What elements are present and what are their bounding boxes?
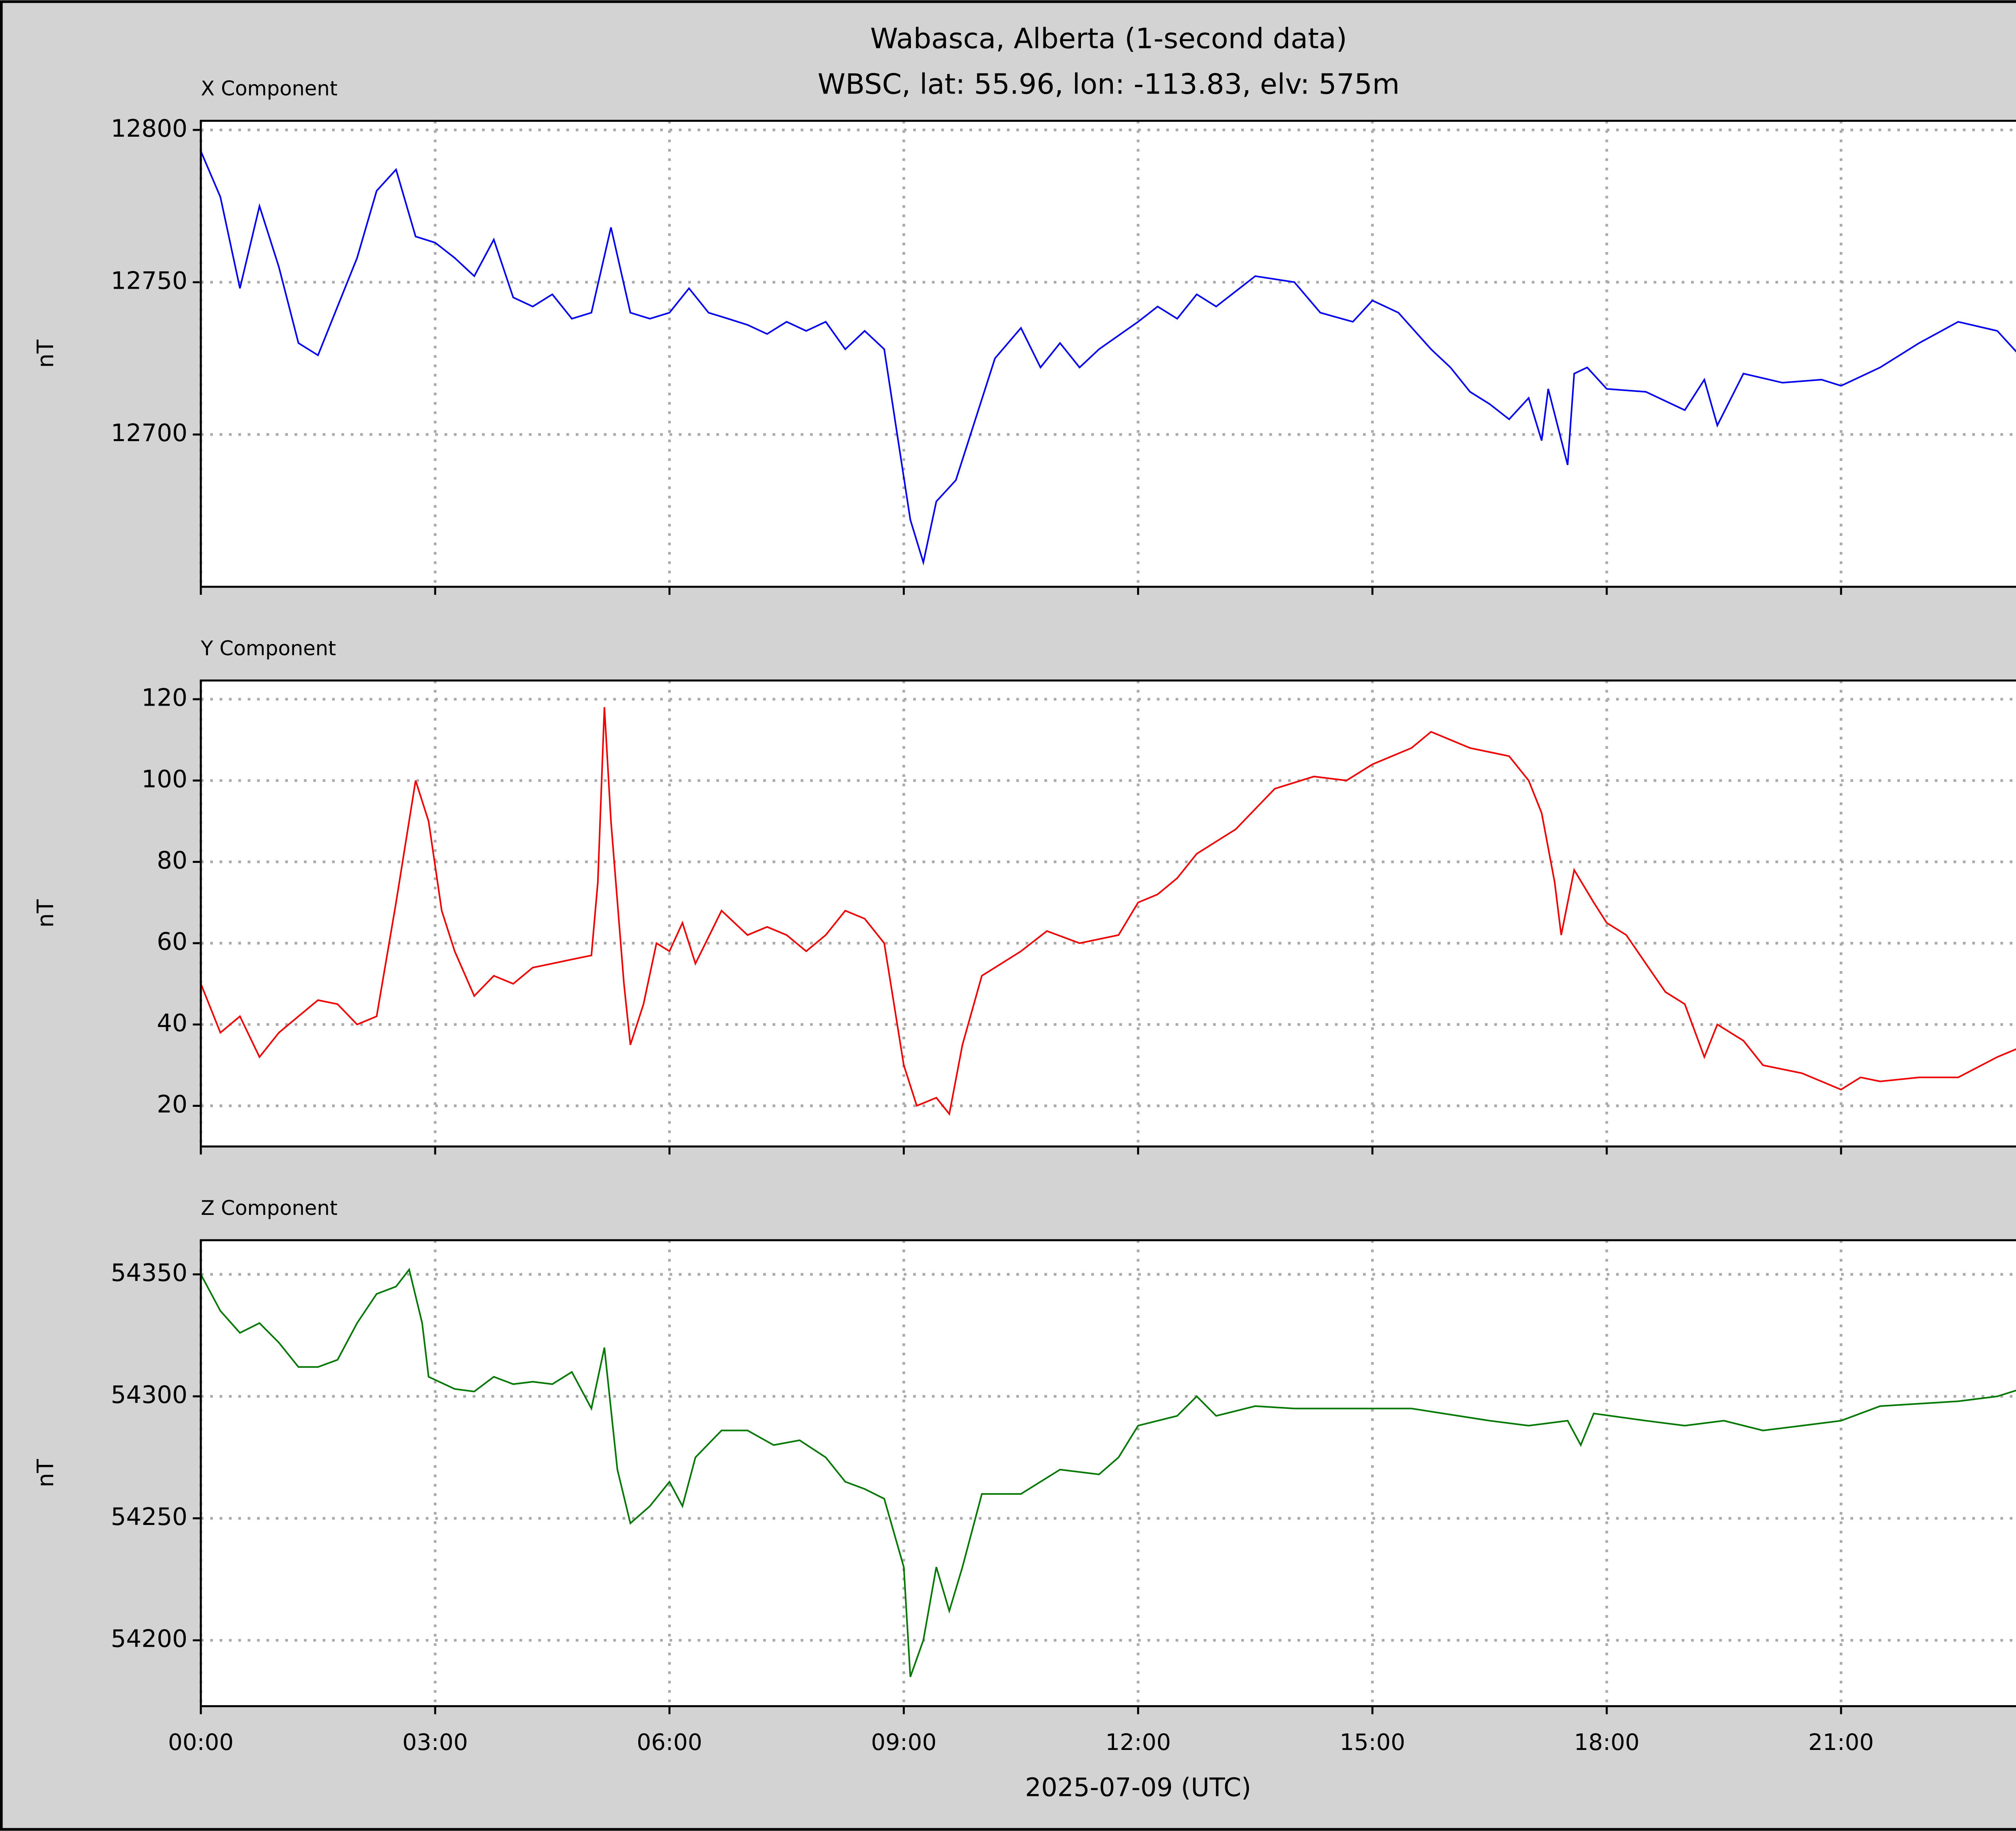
data-line [200,707,2016,1116]
plot-frame [200,120,2016,588]
x-tick-label: 09:00 [871,1729,937,1756]
y-tick-label: 12750 [111,267,187,295]
y-tick-label: 60 [157,928,187,956]
x-axis-label: 2025-07-09 (UTC) [1025,1772,1251,1802]
y-tick-label: 20 [157,1091,187,1119]
y-tick-label: 54200 [111,1625,187,1653]
x-tick-label: 03:00 [402,1729,468,1756]
x-tick-label: 12:00 [1105,1729,1171,1756]
y-tick-label: 100 [142,765,187,793]
y-tick-label: 54250 [111,1503,187,1531]
y-tick-label: 12800 [111,115,187,143]
y-tick-label: 54350 [111,1259,187,1287]
y-tick-label: 40 [157,1009,187,1037]
panel-title: Z Component [201,1196,337,1220]
x-tick-label: 18:00 [1574,1729,1640,1756]
x-tick-label: 06:00 [637,1729,702,1756]
y-tick-label: 54300 [111,1381,187,1409]
y-tick-label: 80 [157,847,187,875]
figure-subtitle: WBSC, lat: 55.96, lon: -113.83, elv: 575… [818,68,1400,100]
x-tick-label: 15:00 [1339,1729,1405,1756]
plot-frame [200,679,2016,1148]
y-tick-label: 120 [142,684,187,712]
plot-area [201,680,2016,1147]
x-tick-label: 21:00 [1808,1729,1874,1756]
y-axis-label: nT [33,1459,59,1487]
plot-area [201,121,2016,587]
data-line [200,151,2016,566]
y-tick-label: 12700 [111,419,187,447]
panel-title: X Component [201,77,337,100]
x-tick-label: 00:00 [168,1729,234,1756]
data-line [200,1268,2016,1677]
y-axis-label: nT [33,340,59,368]
plot-frame [200,1239,2016,1707]
panel-title: Y Component [200,637,336,660]
figure-title: Wabasca, Alberta (1-second data) [870,22,1347,55]
plot-area [201,1240,2016,1706]
y-axis-label: nT [33,899,59,928]
